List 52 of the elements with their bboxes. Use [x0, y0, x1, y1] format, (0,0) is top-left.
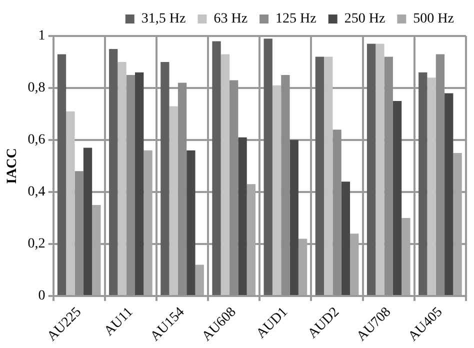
y-tick-label: 0,8	[28, 80, 46, 96]
bar	[350, 234, 359, 295]
bar	[83, 148, 92, 295]
bar	[144, 150, 152, 295]
bar	[427, 78, 436, 295]
bar	[92, 204, 101, 295]
bar	[238, 137, 247, 295]
bar	[341, 182, 350, 295]
bar	[281, 74, 290, 295]
bar	[453, 152, 462, 295]
bar	[74, 171, 84, 295]
legend-label: 500 Hz	[413, 12, 454, 27]
y-tick-label: 1	[38, 28, 46, 44]
bar	[264, 38, 272, 295]
bar	[57, 54, 66, 295]
bar	[392, 100, 402, 295]
bar	[169, 106, 178, 295]
bar	[402, 218, 410, 295]
bar	[195, 264, 204, 295]
bar	[212, 41, 221, 295]
bar	[436, 54, 445, 295]
bar	[109, 49, 118, 295]
bar	[444, 93, 454, 295]
bar	[230, 80, 238, 295]
bar	[66, 111, 75, 295]
bar	[178, 82, 187, 295]
bar	[118, 62, 126, 295]
legend-label: 250 Hz	[344, 12, 386, 27]
bar	[332, 130, 342, 295]
y-tick-label: 0,4	[28, 184, 46, 200]
bar	[418, 72, 428, 295]
legend-label: 125 Hz	[276, 12, 316, 27]
y-tick-label: 0	[38, 288, 46, 304]
bar	[220, 54, 230, 295]
bar	[186, 150, 196, 295]
legend-label: 31,5 Hz	[141, 12, 186, 27]
bar	[246, 184, 256, 295]
bar	[384, 56, 393, 295]
bar	[324, 56, 333, 295]
legend-label: 63 Hz	[214, 12, 248, 27]
bar	[298, 238, 308, 295]
bar	[290, 140, 298, 295]
y-tick-label: 0,2	[28, 236, 46, 252]
bar	[366, 44, 376, 295]
bar	[126, 74, 136, 295]
bar	[315, 56, 324, 295]
bar	[376, 44, 384, 295]
bar	[272, 85, 282, 295]
y-tick-label: 0,6	[28, 132, 46, 148]
bar	[135, 72, 144, 295]
bar	[160, 62, 170, 295]
y-axis-title: IACC	[5, 148, 20, 184]
